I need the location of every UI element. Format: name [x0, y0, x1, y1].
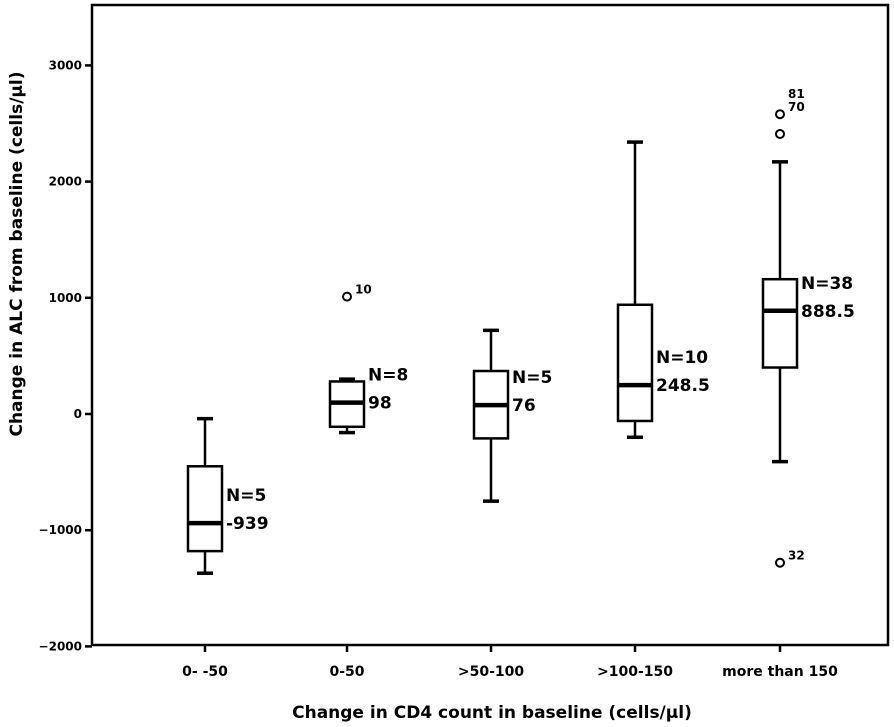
outlier-point	[775, 128, 785, 139]
box-3: N=576	[472, 328, 552, 503]
outlier-point	[342, 291, 352, 302]
x-tick-label: 0- -50	[182, 664, 228, 680]
box-4: N=10 248.5	[616, 140, 710, 439]
x-tick-label: 0-50	[329, 664, 364, 680]
y-tick-label: 3000	[49, 58, 82, 72]
median-label: 98	[368, 394, 392, 414]
outlier-point	[775, 109, 785, 120]
median-label: 76	[512, 396, 536, 416]
n-label: N=5	[226, 486, 266, 506]
n-label: N=8	[368, 366, 408, 386]
iqr-box	[616, 303, 654, 423]
y-tick-label: −1000	[39, 523, 82, 537]
y-axis-label: Change in ALC from baseline (cells/µl)	[7, 71, 27, 436]
n-label: N=5	[512, 368, 552, 388]
iqr-box	[761, 277, 799, 369]
box-5: N=38 888.5 70 32 81	[761, 87, 855, 568]
median-label: 888.5	[801, 302, 855, 322]
x-tick-label: >50-100	[458, 664, 525, 680]
iqr-box	[186, 465, 224, 553]
n-label: N=10	[656, 348, 708, 368]
median-label: -939	[226, 514, 269, 534]
box-2: N=8 98 10	[328, 283, 408, 435]
median-label: 248.5	[656, 376, 710, 396]
y-tick-label: 1000	[49, 291, 82, 305]
n-label: N=38	[801, 274, 853, 294]
y-tick-label: 0	[74, 407, 82, 421]
box-1: N=5 -939	[186, 416, 269, 575]
x-axis: 0- -50 0-50 >50-100 >100-150 more than 150	[182, 645, 838, 680]
box-group: N=5-939N=89810N=576N=10248.5N=38888.5703…	[186, 87, 855, 575]
y-tick-label: 2000	[49, 175, 82, 189]
y-tick-label: −2000	[39, 639, 82, 653]
outlier-label: 32	[788, 549, 805, 563]
x-tick-label: more than 150	[722, 664, 838, 680]
outlier-label: 81	[788, 87, 805, 101]
outlier-point	[775, 557, 785, 568]
x-axis-label: Change in CD4 count in baseline (cells/µ…	[292, 703, 692, 723]
outlier-label: 70	[788, 100, 805, 114]
x-tick-label: >100-150	[597, 664, 673, 680]
y-axis: −2000 −1000 0 1000 2000 3000	[39, 58, 92, 653]
outlier-label: 10	[355, 283, 372, 297]
